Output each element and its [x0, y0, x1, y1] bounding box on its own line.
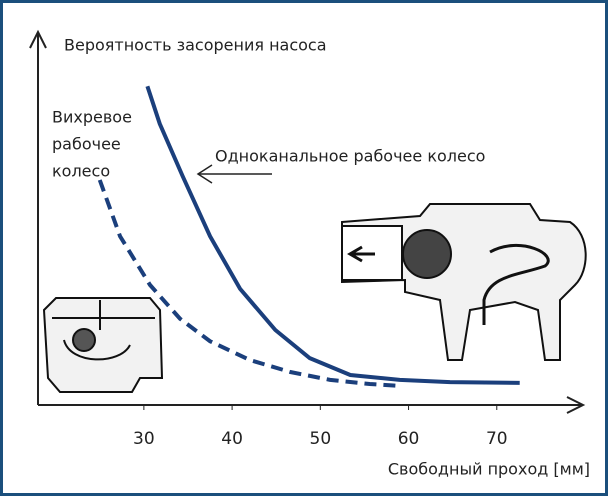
x-tick-label: 40 — [221, 429, 243, 449]
x-tick-label: 70 — [486, 429, 508, 449]
x-tick-label: 60 — [398, 429, 420, 449]
x-axis-label: Свободный проход [мм] — [388, 460, 590, 479]
series-label: колесо — [52, 162, 110, 181]
x-tick-label: 50 — [310, 429, 332, 449]
series-label: Одноканальное рабочее колесо — [215, 147, 485, 166]
y-axis-label: Вероятность засорения насоса — [64, 36, 327, 55]
series-label: Вихревое — [52, 108, 132, 127]
chart: Вероятность засорения насоса Свободный п… — [0, 0, 608, 496]
x-tick-label: 30 — [133, 429, 155, 449]
pump-vortex — [44, 298, 162, 392]
series-label: рабочее — [52, 135, 121, 154]
